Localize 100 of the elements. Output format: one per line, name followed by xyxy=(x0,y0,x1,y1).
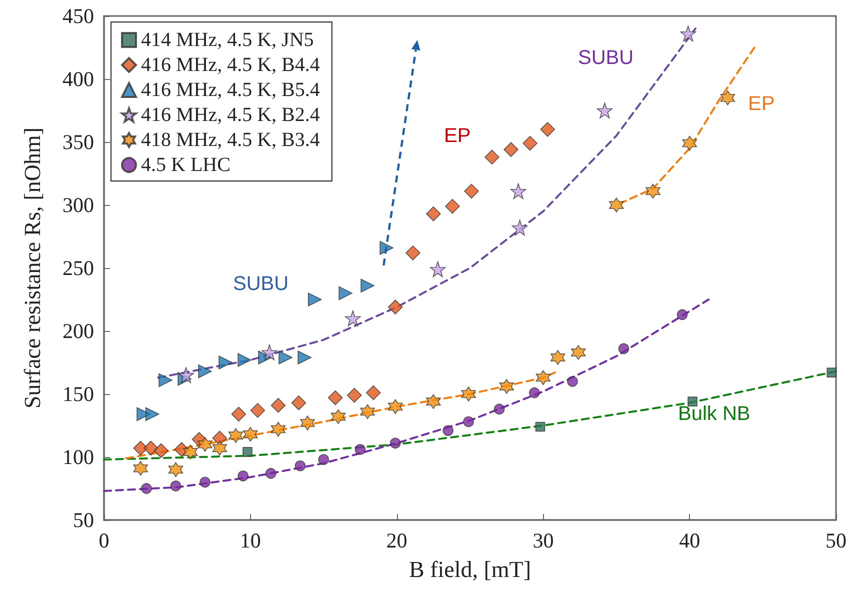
point xyxy=(461,386,476,402)
y-tick-label: 50 xyxy=(73,508,94,532)
point xyxy=(218,356,232,370)
annotation: EP xyxy=(444,124,471,148)
point xyxy=(270,422,286,437)
point xyxy=(354,444,366,455)
point xyxy=(360,404,375,420)
x-tick-label: 40 xyxy=(679,528,700,552)
point xyxy=(540,122,555,137)
point xyxy=(198,364,212,378)
x-tick-label: 10 xyxy=(240,528,261,552)
legend-label: 414 MHz, 4.5 K, JN5 xyxy=(141,29,314,51)
point xyxy=(212,430,228,446)
point xyxy=(463,416,474,428)
point xyxy=(484,150,500,165)
point xyxy=(346,388,362,403)
point xyxy=(494,404,505,415)
point xyxy=(291,395,306,410)
x-tick-label: 20 xyxy=(386,528,408,552)
point xyxy=(141,483,152,494)
x-tick-label: 0 xyxy=(98,528,110,552)
point xyxy=(390,438,401,449)
point xyxy=(464,184,479,199)
point xyxy=(388,300,403,314)
point xyxy=(360,278,374,293)
annotation: SUBU xyxy=(578,46,634,70)
point xyxy=(168,462,184,477)
y-tick-label: 450 xyxy=(62,4,94,28)
y-tick-label: 400 xyxy=(62,67,94,91)
point xyxy=(442,425,454,436)
point xyxy=(330,409,346,424)
y-tick-label: 300 xyxy=(62,193,94,217)
point xyxy=(262,344,278,360)
point xyxy=(242,447,252,457)
point xyxy=(535,422,546,432)
point xyxy=(445,198,460,214)
point xyxy=(270,398,286,413)
x-tick-label: 30 xyxy=(532,528,554,552)
point xyxy=(344,310,361,326)
y-tick-label: 100 xyxy=(62,445,94,469)
point xyxy=(720,90,736,106)
point xyxy=(278,350,292,364)
point xyxy=(266,468,276,479)
point xyxy=(231,406,246,422)
point xyxy=(178,367,194,383)
point xyxy=(154,443,168,458)
y-tick-label: 350 xyxy=(62,130,94,154)
point xyxy=(406,245,420,260)
point xyxy=(328,390,343,406)
point xyxy=(338,286,352,300)
point xyxy=(426,206,441,222)
point xyxy=(238,470,248,482)
point xyxy=(688,396,698,406)
point xyxy=(499,379,514,394)
point xyxy=(510,183,526,200)
point xyxy=(430,261,446,278)
point xyxy=(536,370,551,386)
point xyxy=(228,428,244,443)
x-tick-label: 50 xyxy=(826,528,846,552)
point xyxy=(238,353,252,367)
point xyxy=(300,416,315,430)
point xyxy=(133,460,148,476)
y-tick-label: 250 xyxy=(62,256,94,280)
point xyxy=(680,26,696,42)
point xyxy=(200,476,210,488)
point xyxy=(550,350,566,365)
legend-label: 418 MHz, 4.5 K, B3.4 xyxy=(141,129,320,151)
y-axis-title: Surface resistance Rs, [nOhm] xyxy=(20,127,45,409)
point xyxy=(529,387,540,398)
annotation: EP xyxy=(748,92,775,116)
point xyxy=(570,345,586,360)
point xyxy=(250,402,266,418)
point xyxy=(388,399,403,414)
point xyxy=(143,440,158,456)
point xyxy=(198,437,212,452)
point xyxy=(676,309,688,320)
point xyxy=(243,426,258,442)
point xyxy=(426,394,441,409)
point xyxy=(318,454,329,465)
point xyxy=(212,440,228,456)
legend-label: 4.5 K LHC xyxy=(141,154,230,176)
point xyxy=(145,407,160,422)
x-axis-title: B field, [mT] xyxy=(409,557,531,582)
point xyxy=(646,184,660,199)
point xyxy=(567,376,578,387)
point xyxy=(522,136,538,151)
point xyxy=(170,480,182,492)
point xyxy=(609,198,624,212)
y-tick-label: 200 xyxy=(62,319,94,343)
legend-label: 416 MHz, 4.5 K, B4.4 xyxy=(141,54,320,76)
point xyxy=(294,460,306,472)
point xyxy=(682,136,697,151)
annotation: Bulk NB xyxy=(678,402,750,426)
legend-label: 416 MHz, 4.5 K, B5.4 xyxy=(141,79,320,101)
point xyxy=(504,142,518,157)
point xyxy=(366,385,381,400)
point xyxy=(298,350,312,364)
point xyxy=(182,444,198,460)
point xyxy=(826,368,837,378)
point xyxy=(158,373,172,388)
